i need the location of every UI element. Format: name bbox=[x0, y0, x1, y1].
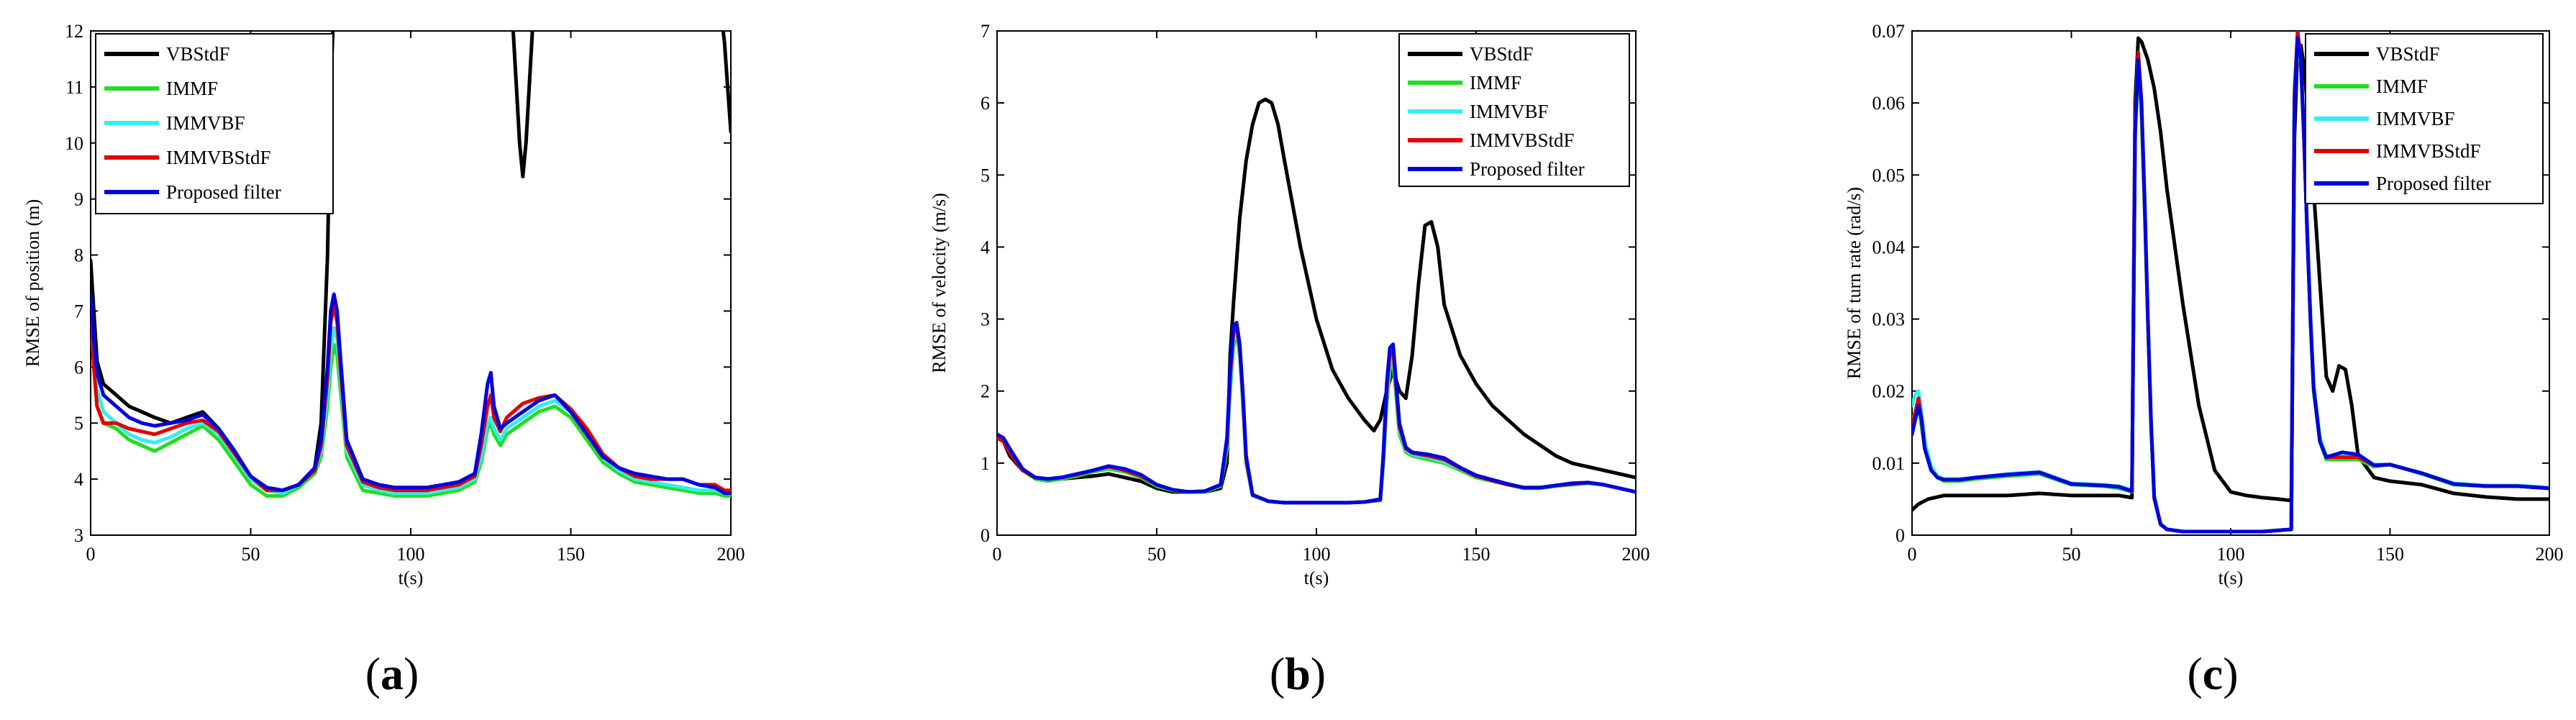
y-tick-label: 7 bbox=[74, 301, 83, 322]
panel-label: (b) bbox=[1270, 648, 1326, 699]
legend-entry-label: VBStdF bbox=[1470, 43, 1534, 65]
y-axis-label: RMSE of velocity (m/s) bbox=[929, 193, 950, 373]
legend-entry-label: IMMF bbox=[1470, 72, 1521, 94]
panel-label-close: ) bbox=[2223, 648, 2238, 699]
y-tick-label: 0.07 bbox=[1872, 21, 1906, 42]
panel-label-letter: c bbox=[2203, 648, 2223, 699]
panel-label-letter: b bbox=[1285, 648, 1311, 699]
y-tick-label: 0 bbox=[980, 525, 990, 546]
panel-label-open: ( bbox=[2187, 648, 2202, 699]
y-tick-label: 0.05 bbox=[1872, 165, 1906, 186]
y-tick-label: 0.01 bbox=[1872, 453, 1906, 474]
legend-entry-label: IMMVBStdF bbox=[2376, 140, 2481, 162]
x-tick-label: 150 bbox=[2376, 544, 2404, 565]
y-tick-label: 6 bbox=[74, 357, 83, 378]
panel-label-close: ) bbox=[1311, 648, 1326, 699]
series-line-immf bbox=[91, 309, 731, 498]
series-lines bbox=[1912, 31, 2549, 534]
x-tick-label: 100 bbox=[2217, 544, 2245, 565]
series-lines bbox=[997, 97, 1636, 505]
chart-panel-c: 0 50 100 150 200 0 0.01 0.02 0.03 0.04 0.05 0.06 0.0… bbox=[1844, 21, 2564, 699]
y-tick-label: 5 bbox=[980, 165, 990, 186]
legend-entry-label: IMMF bbox=[2376, 76, 2428, 97]
x-axis-label: t(s) bbox=[399, 568, 424, 588]
legend: VBStdF IMMF IMMVBF IMMVBStdF Proposed filter bbox=[2305, 33, 2544, 204]
panel-label: (a) bbox=[365, 648, 419, 699]
x-tick-label: 50 bbox=[2062, 544, 2081, 565]
y-tick-label: 0 bbox=[1895, 525, 1905, 546]
y-tick-label: 3 bbox=[980, 309, 990, 330]
y-tick-label: 6 bbox=[980, 93, 990, 114]
series-line-immvbstdf bbox=[91, 298, 731, 493]
y-tick-label: 11 bbox=[65, 77, 83, 98]
legend-entry-label: IMMVBF bbox=[166, 112, 245, 134]
panel-label-letter: a bbox=[381, 648, 404, 699]
series-line-immvbf bbox=[91, 298, 731, 496]
series-line-proposed-filter bbox=[91, 292, 731, 496]
series-line-vbstdf bbox=[997, 97, 1636, 494]
x-tick-label: 150 bbox=[1462, 544, 1490, 565]
y-tick-label: 3 bbox=[74, 525, 83, 546]
y-tick-label: 1 bbox=[980, 453, 990, 474]
legend-entry-label: IMMVBF bbox=[2376, 108, 2455, 129]
x-tick-label: 0 bbox=[993, 544, 1002, 565]
y-axis-label: RMSE of position (m) bbox=[22, 199, 43, 367]
x-tick-label: 100 bbox=[1303, 544, 1331, 565]
legend: VBStdF IMMF IMMVBF IMMVBStdF Proposed filter bbox=[1398, 33, 1630, 187]
y-tick-label: 0.02 bbox=[1872, 381, 1906, 402]
y-tick-label: 10 bbox=[65, 133, 83, 154]
x-tick-label: 0 bbox=[1908, 544, 1917, 565]
x-tick-label: 200 bbox=[1622, 544, 1650, 565]
y-tick-label: 2 bbox=[980, 381, 990, 402]
y-axis-label: RMSE of turn rate (rad/s) bbox=[1844, 187, 1865, 379]
series-line-vbstdf bbox=[91, 31, 731, 493]
chart-panel-b: 0 50 100 150 200 0 1 2 3 4 5 6 7 t(s) RMSE of velocity… bbox=[929, 21, 1650, 699]
x-tick-label: 200 bbox=[717, 544, 745, 565]
x-tick-label: 200 bbox=[2536, 544, 2564, 565]
legend-entry-label: Proposed filter bbox=[166, 181, 281, 203]
legend-entry-label: VBStdF bbox=[166, 43, 230, 65]
series-line-proposed-filter bbox=[1912, 36, 2549, 534]
legend-entry-label: IMMVBStdF bbox=[166, 147, 271, 168]
x-tick-label: 150 bbox=[557, 544, 585, 565]
series-line-proposed-filter bbox=[997, 321, 1636, 505]
legend-entry-label: Proposed filter bbox=[1470, 158, 1585, 180]
legend-entry-label: IMMVBF bbox=[1470, 101, 1549, 122]
y-tick-label: 4 bbox=[74, 469, 83, 490]
panel-label-open: ( bbox=[365, 648, 381, 699]
legend-entry-label: IMMVBStdF bbox=[1470, 129, 1575, 151]
legend-entry-label: IMMF bbox=[166, 78, 218, 99]
y-tick-label: 7 bbox=[980, 21, 990, 42]
series-line-vbstdf bbox=[1912, 36, 2549, 512]
y-tick-label: 0.06 bbox=[1872, 93, 1906, 114]
y-tick-label: 0.04 bbox=[1872, 237, 1906, 258]
legend: VBStdF IMMF IMMVBF IMMVBStdF Proposed filter bbox=[95, 33, 334, 214]
legend-entry-label: Proposed filter bbox=[2376, 173, 2491, 194]
y-tick-label: 9 bbox=[74, 189, 83, 210]
x-axis-label: t(s) bbox=[1304, 568, 1329, 588]
y-tick-label: 0.03 bbox=[1872, 309, 1906, 330]
y-tick-label: 8 bbox=[74, 245, 83, 266]
chart-panel-a: 0 50 100 150 200 3 4 5 6 7 8 9 10 11 12 t(s) RMSE of pos… bbox=[22, 21, 745, 699]
y-tick-label: 4 bbox=[980, 237, 990, 258]
panel-label-close: ) bbox=[404, 648, 419, 699]
x-tick-label: 50 bbox=[1147, 544, 1166, 565]
x-tick-label: 0 bbox=[86, 544, 96, 565]
x-axis-label: t(s) bbox=[2218, 568, 2244, 588]
series-lines bbox=[91, 31, 731, 498]
y-tick-label: 12 bbox=[65, 21, 83, 42]
y-tick-label: 5 bbox=[74, 413, 83, 434]
panel-label: (c) bbox=[2187, 648, 2238, 699]
x-tick-label: 50 bbox=[242, 544, 260, 565]
panel-label-open: ( bbox=[1270, 648, 1285, 699]
x-tick-label: 100 bbox=[397, 544, 425, 565]
legend-entry-label: VBStdF bbox=[2376, 43, 2440, 65]
